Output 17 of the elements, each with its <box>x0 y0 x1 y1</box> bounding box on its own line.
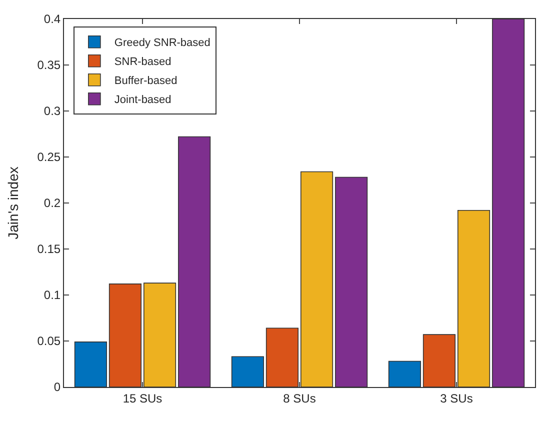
legend-label: SNR-based <box>114 56 172 68</box>
y-tick-label: 0.3 <box>44 104 61 118</box>
y-tick-label: 0.35 <box>37 58 61 72</box>
y-axis-title: Jain's index <box>4 166 21 240</box>
y-tick-label: 0.25 <box>37 150 61 164</box>
x-tick-label: 8 SUs <box>283 391 316 406</box>
y-tick-label: 0.2 <box>44 196 61 210</box>
x-tick-label: 3 SUs <box>440 391 473 406</box>
y-tick-label: 0.15 <box>37 242 61 256</box>
y-tick-label: 0.05 <box>37 334 61 348</box>
y-tick-label: 0.1 <box>44 288 61 302</box>
legend-label: Buffer-based <box>114 75 178 88</box>
y-tick-label: 0 <box>54 380 61 394</box>
y-tick-label: 0.4 <box>44 12 61 26</box>
legend-label: Joint-based <box>114 94 172 106</box>
legend-label: Greedy SNR-based <box>114 37 210 50</box>
x-tick-label: 15 SUs <box>122 391 162 406</box>
